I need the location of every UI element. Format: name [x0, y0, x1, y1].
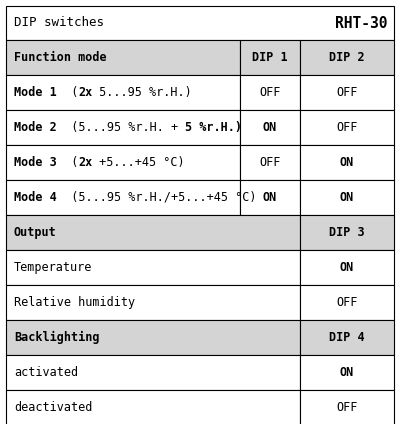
- Bar: [6, 75, 240, 110]
- Bar: [6, 6, 394, 40]
- Text: OFF: OFF: [336, 86, 358, 99]
- Bar: [6, 285, 300, 320]
- Text: activated: activated: [14, 366, 78, 379]
- Text: DIP switches: DIP switches: [14, 17, 104, 30]
- Text: (5...95 %r.H./+5...+45 °C): (5...95 %r.H./+5...+45 °C): [57, 191, 256, 204]
- Text: RHT-30: RHT-30: [336, 16, 388, 31]
- Text: 5...95 %r.H.): 5...95 %r.H.): [92, 86, 192, 99]
- Text: deactivated: deactivated: [14, 401, 92, 414]
- Bar: [300, 110, 394, 145]
- Bar: [6, 355, 300, 390]
- Bar: [6, 390, 300, 424]
- Text: Mode 1: Mode 1: [14, 86, 57, 99]
- Text: Relative humidity: Relative humidity: [14, 296, 135, 309]
- Text: (: (: [57, 156, 78, 169]
- Text: Mode 2: Mode 2: [14, 121, 57, 134]
- Text: OFF: OFF: [336, 121, 358, 134]
- Bar: [6, 215, 300, 250]
- Text: 2x: 2x: [78, 86, 92, 99]
- Text: ON: ON: [340, 261, 354, 274]
- Bar: [300, 320, 394, 355]
- Bar: [6, 320, 300, 355]
- Bar: [300, 75, 394, 110]
- Bar: [6, 145, 240, 180]
- Text: Temperature: Temperature: [14, 261, 92, 274]
- Text: OFF: OFF: [336, 401, 358, 414]
- Text: Output: Output: [14, 226, 57, 239]
- Bar: [300, 40, 394, 75]
- Bar: [6, 180, 240, 215]
- Text: +5...+45 °C): +5...+45 °C): [92, 156, 185, 169]
- Bar: [240, 145, 300, 180]
- Text: ON: ON: [340, 191, 354, 204]
- Text: Function mode: Function mode: [14, 51, 107, 64]
- Bar: [300, 285, 394, 320]
- Text: Mode 4: Mode 4: [14, 191, 57, 204]
- Bar: [240, 180, 300, 215]
- Text: DIP 3: DIP 3: [329, 226, 365, 239]
- Text: DIP 4: DIP 4: [329, 331, 365, 344]
- Text: DIP 1: DIP 1: [252, 51, 288, 64]
- Bar: [300, 215, 394, 250]
- Text: DIP 2: DIP 2: [329, 51, 365, 64]
- Text: ON: ON: [340, 366, 354, 379]
- Text: 2x: 2x: [78, 156, 92, 169]
- Text: (5...95 %r.H. +: (5...95 %r.H. +: [57, 121, 185, 134]
- Text: OFF: OFF: [259, 86, 280, 99]
- Bar: [240, 75, 300, 110]
- Bar: [300, 250, 394, 285]
- Bar: [300, 390, 394, 424]
- Bar: [6, 250, 300, 285]
- Bar: [6, 110, 240, 145]
- Bar: [240, 110, 300, 145]
- Text: ON: ON: [340, 156, 354, 169]
- Bar: [6, 40, 240, 75]
- Text: OFF: OFF: [259, 156, 280, 169]
- Text: ON: ON: [263, 191, 277, 204]
- Text: Mode 3: Mode 3: [14, 156, 57, 169]
- Text: 5 %r.H.): 5 %r.H.): [185, 121, 242, 134]
- Bar: [240, 40, 300, 75]
- Text: Backlighting: Backlighting: [14, 331, 100, 344]
- Text: ON: ON: [263, 121, 277, 134]
- Bar: [300, 180, 394, 215]
- Bar: [300, 355, 394, 390]
- Bar: [300, 145, 394, 180]
- Text: (: (: [57, 86, 78, 99]
- Text: OFF: OFF: [336, 296, 358, 309]
